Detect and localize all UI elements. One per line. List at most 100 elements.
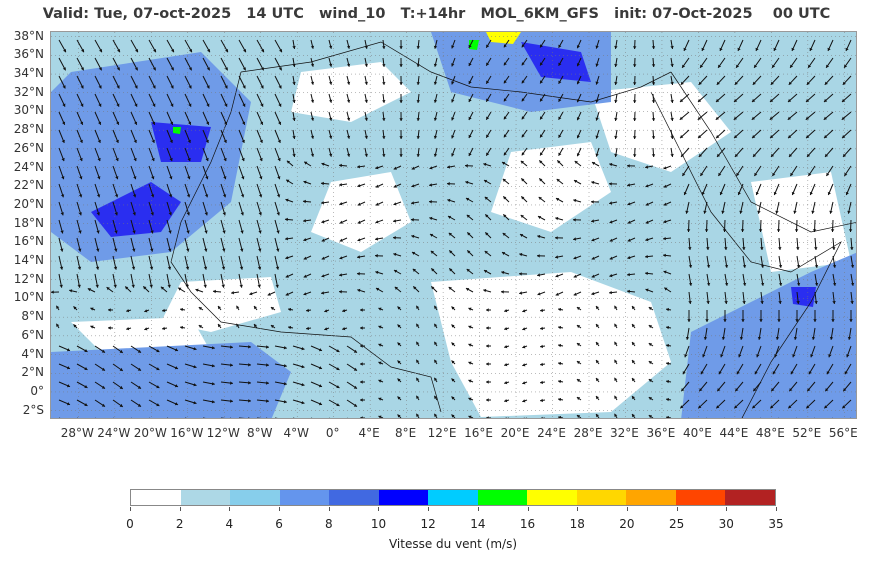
wind-vector-head [79, 139, 83, 143]
wind-vector-head [753, 153, 757, 157]
wind-vector-head [360, 416, 363, 418]
wind-vector [796, 417, 797, 418]
wind-vector-head [186, 212, 190, 216]
wind-vector-head [236, 305, 240, 309]
wind-vector-head [770, 405, 774, 409]
wind-vector-head [254, 324, 257, 328]
wind-vector-head [339, 273, 343, 277]
wind-vector-head [595, 81, 599, 85]
colorbar-tick [130, 507, 131, 511]
wind-vector-head [614, 99, 618, 103]
wind-vector-head [260, 85, 264, 89]
wind-vector-head [212, 418, 215, 419]
wind-vector-head [364, 45, 368, 49]
wind-vector-head [558, 397, 562, 402]
colorbar-tick [477, 507, 479, 511]
wind-vector-head [503, 214, 507, 218]
wind-vector-head [809, 191, 813, 195]
wind-vector-head [188, 67, 192, 71]
wind-vector-head [522, 327, 526, 331]
wind-vector-head [680, 98, 684, 102]
wind-vector-head [125, 286, 129, 290]
wind-vector-head [339, 183, 342, 187]
wind-vector-head [283, 382, 287, 386]
wind-vector-head [60, 248, 64, 252]
wind-vector-head [664, 287, 668, 291]
wind-vector-head [360, 398, 363, 402]
wind-vector-head [449, 268, 453, 272]
wind-vector-head [187, 176, 191, 180]
wind-vector-head [63, 49, 66, 53]
wind-vector-head [97, 176, 101, 180]
latitude-label: 12°N [13, 271, 44, 286]
wind-vector-head [574, 161, 578, 164]
wind-vector-head [633, 154, 637, 157]
wind-vector-head [751, 116, 755, 120]
colorbar-tick [428, 507, 430, 511]
wind-vector-field [51, 39, 855, 419]
wind-vector-head [486, 326, 489, 330]
wind-vector-head [301, 383, 305, 387]
wind-vector-head [595, 99, 599, 103]
wind-vector [113, 417, 114, 418]
wind-vector-head [670, 117, 674, 121]
wind-vector-head [734, 135, 738, 139]
wind-vector-head [243, 49, 246, 53]
wind-vector-head [451, 63, 455, 67]
wind-vector-head [502, 161, 506, 165]
wind-vector-head [722, 229, 727, 232]
wind-vector-head [609, 162, 613, 167]
wind-vector-head [278, 85, 282, 89]
colorbar-tick-label: 20 [619, 517, 635, 531]
wind-vector-head [84, 349, 88, 352]
latitude-label: 28°N [13, 122, 44, 137]
wind-vector-head [742, 301, 746, 304]
wind-vector-head [134, 121, 138, 125]
wind-vector-head [503, 152, 507, 156]
wind-vector-head [174, 384, 178, 388]
wind-vector-head [576, 63, 580, 67]
wind-vector-head [645, 220, 649, 224]
wind-vector-head [257, 266, 262, 270]
wind-vector-head [339, 290, 342, 294]
wind-vector-head [698, 81, 702, 85]
wind-vector-head [204, 230, 208, 234]
wind-vector-head [451, 396, 455, 400]
wind-vector-head [648, 343, 652, 347]
wind-vector-head [80, 121, 84, 125]
wind-vector-head [411, 234, 415, 239]
wind-map[interactable] [50, 31, 857, 419]
wind-vector-head [504, 309, 508, 313]
wind-vector-head [537, 234, 541, 239]
colorbar-tick-label: 18 [569, 517, 585, 531]
wind-vector-head [754, 172, 758, 176]
wind-vector-head [413, 286, 417, 290]
colorbar-tick-label: 12 [420, 517, 436, 531]
wind-vector-head [375, 237, 379, 241]
wind-vector-head [770, 81, 774, 85]
wind-vector-head [353, 349, 357, 353]
wind-vector-head [614, 323, 618, 327]
wind-vector-head [807, 388, 811, 392]
wind-vector-head [303, 274, 307, 278]
wind-vector-head [143, 286, 147, 290]
longitude-label: 12°E [427, 426, 457, 440]
wind-vector-head [769, 116, 773, 120]
wind-vector-head [60, 194, 65, 198]
wind-vector-head [724, 301, 728, 304]
wind-vector-head [133, 139, 137, 143]
wind-vector-head [706, 247, 710, 250]
wind-vector-head [466, 214, 470, 218]
wind-vector-head [573, 274, 577, 278]
wind-vector-head [98, 103, 102, 107]
colorbar-segment [279, 490, 330, 505]
wind-vector-head [360, 380, 363, 384]
wind-vector-head [614, 81, 618, 85]
wind-vector-head [719, 47, 723, 51]
wind-vector-head [115, 139, 119, 143]
wind-vector-head [284, 418, 287, 419]
longitude-label: 20°W [133, 426, 167, 440]
wind-vector-head [393, 184, 397, 188]
wind-vector-head [466, 197, 470, 201]
wind-vector-head [703, 336, 708, 340]
